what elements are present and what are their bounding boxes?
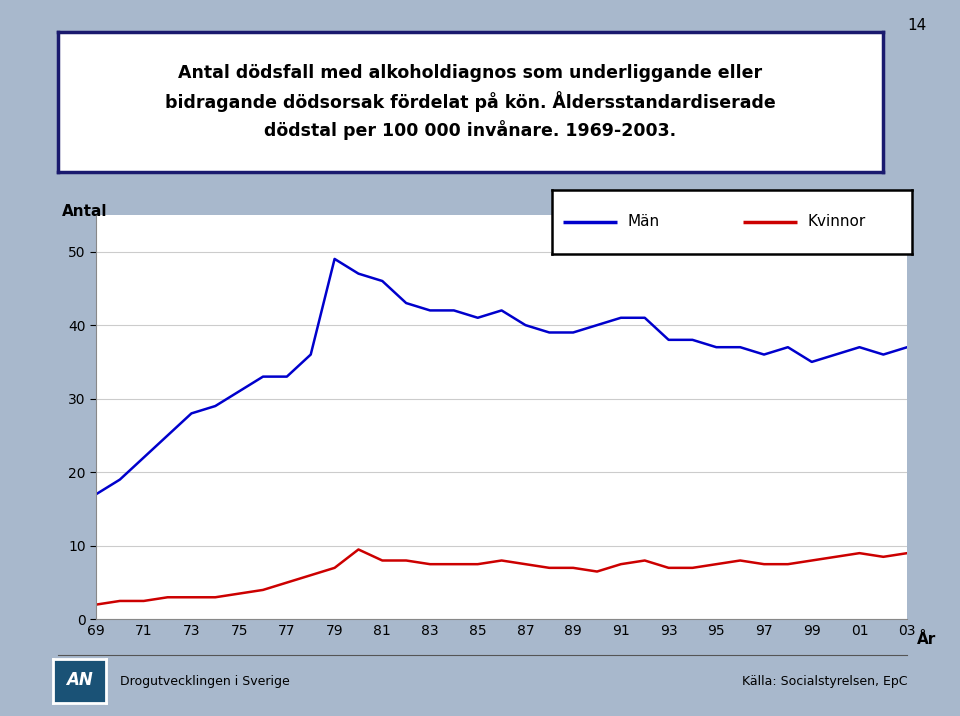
Text: Antal dödsfall med alkoholdiagnos som underliggande eller
bidragande dödsorsak f: Antal dödsfall med alkoholdiagnos som un… [165,64,776,140]
Text: Drogutvecklingen i Sverige: Drogutvecklingen i Sverige [120,675,290,688]
Text: AN: AN [66,671,92,689]
Text: Kvinnor: Kvinnor [807,215,866,229]
Text: Män: Män [628,215,660,229]
Text: Antal: Antal [62,204,108,219]
Text: 14: 14 [907,18,926,33]
Text: År: År [917,632,936,647]
Text: Källa: Socialstyrelsen, EpC: Källa: Socialstyrelsen, EpC [742,675,907,688]
